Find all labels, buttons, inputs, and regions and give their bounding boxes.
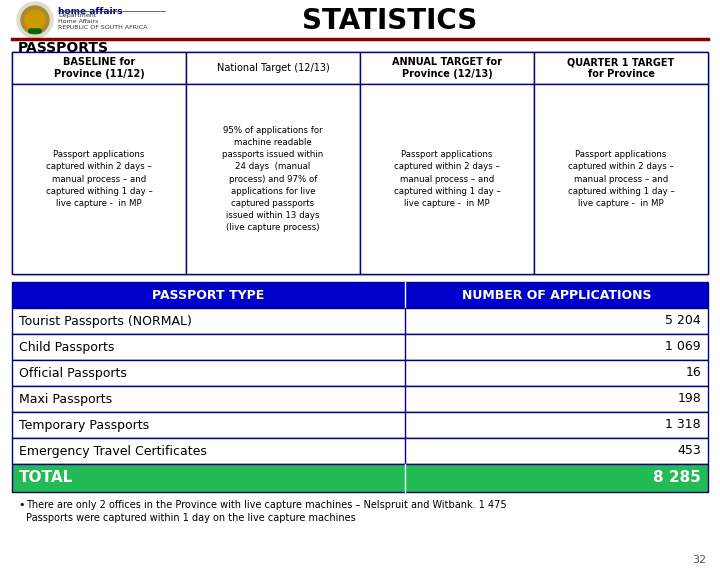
Text: Child Passports: Child Passports: [19, 340, 114, 353]
Bar: [12, 360, 708, 386]
Circle shape: [21, 6, 49, 34]
Text: 453: 453: [678, 444, 701, 457]
Bar: [186, 84, 360, 274]
Text: National Target (12/13): National Target (12/13): [217, 63, 329, 73]
Bar: [12, 438, 708, 464]
Text: QUARTER 1 TARGET
for Province: QUARTER 1 TARGET for Province: [567, 57, 675, 79]
Bar: [12, 308, 708, 334]
Text: 32: 32: [692, 555, 706, 565]
Bar: [12, 282, 708, 308]
Bar: [12, 412, 708, 438]
Text: PASSPORTS: PASSPORTS: [18, 41, 109, 55]
Bar: [360, 84, 534, 274]
Bar: [360, 52, 534, 84]
Bar: [534, 52, 708, 84]
Bar: [12, 52, 708, 274]
Text: home affairs: home affairs: [58, 7, 122, 16]
Bar: [12, 386, 708, 412]
Bar: [186, 52, 360, 84]
Text: 1 318: 1 318: [665, 419, 701, 431]
Text: 95% of applications for
machine readable
passports issued within
24 days  (manua: 95% of applications for machine readable…: [222, 126, 323, 232]
Circle shape: [25, 10, 45, 30]
Text: Passport applications
captured within 2 days –
manual process – and
captured wit: Passport applications captured within 2 …: [45, 150, 153, 208]
Bar: [12, 334, 708, 360]
Text: Passport applications
captured within 2 days –
manual process – and
captured wit: Passport applications captured within 2 …: [394, 150, 500, 208]
Text: STATISTICS: STATISTICS: [302, 7, 477, 35]
Text: NUMBER OF APPLICATIONS: NUMBER OF APPLICATIONS: [462, 288, 652, 302]
Text: Official Passports: Official Passports: [19, 366, 127, 380]
Text: Passport applications
captured within 2 days –
manual process – and
captured wit: Passport applications captured within 2 …: [567, 150, 675, 208]
Circle shape: [17, 2, 53, 38]
Bar: [12, 52, 186, 84]
Text: TOTAL: TOTAL: [19, 471, 73, 485]
Text: Department
Home Affairs
REPUBLIC OF SOUTH AFRICA: Department Home Affairs REPUBLIC OF SOUT…: [58, 13, 148, 30]
Text: BASELINE for
Province (11/12): BASELINE for Province (11/12): [53, 57, 145, 79]
Text: 198: 198: [678, 393, 701, 406]
Text: •: •: [18, 500, 24, 510]
Text: 1 069: 1 069: [665, 340, 701, 353]
Text: Tourist Passports (NORMAL): Tourist Passports (NORMAL): [19, 315, 192, 328]
Text: Emergency Travel Certificates: Emergency Travel Certificates: [19, 444, 207, 457]
Text: Temporary Passports: Temporary Passports: [19, 419, 149, 431]
Bar: [12, 84, 186, 274]
Text: 8 285: 8 285: [653, 471, 701, 485]
Text: 5 204: 5 204: [665, 315, 701, 328]
Text: 16: 16: [685, 366, 701, 380]
Text: There are only 2 offices in the Province with live capture machines – Nelspruit : There are only 2 offices in the Province…: [26, 500, 507, 523]
Text: PASSPORT TYPE: PASSPORT TYPE: [153, 288, 265, 302]
Text: Maxi Passports: Maxi Passports: [19, 393, 112, 406]
Bar: [534, 84, 708, 274]
Text: ANNUAL TARGET for
Province (12/13): ANNUAL TARGET for Province (12/13): [392, 57, 502, 79]
Bar: [12, 464, 708, 492]
